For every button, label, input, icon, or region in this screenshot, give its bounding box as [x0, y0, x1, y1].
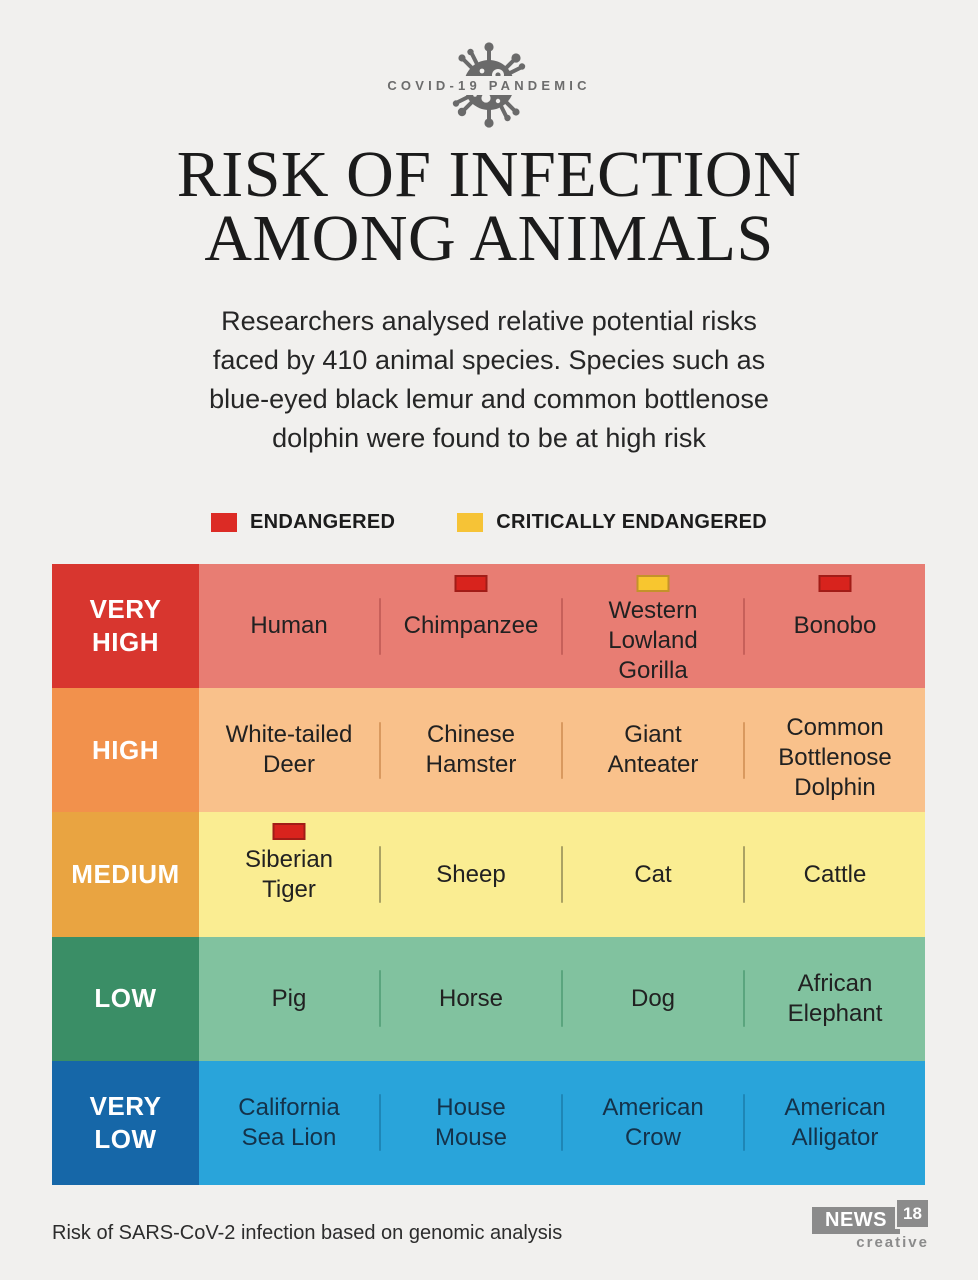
cell-divider [379, 1094, 381, 1152]
cell-divider [561, 846, 563, 903]
cell-divider [379, 970, 381, 1028]
intro-line: dolphin were found to be at high risk [272, 423, 706, 453]
animal-name: Human [250, 612, 328, 640]
animal-cell: Horse [381, 937, 561, 1061]
legend-item-endangered: ENDANGERED [210, 511, 396, 534]
animal-name: California Sea Lion [238, 1093, 340, 1151]
animal-name: Horse [438, 984, 504, 1012]
animal-name: White-tailed Deer [225, 721, 353, 779]
animal-cell: Sheep [381, 812, 561, 936]
cell-divider [743, 846, 745, 903]
animal-name: American Crow [602, 1093, 704, 1151]
animal-cell: Cattle [745, 812, 925, 936]
news18-logo-text: NEWS [825, 1209, 887, 1231]
legend-label: CRITICALLY ENDANGERED [496, 511, 768, 533]
cell-divider [379, 846, 381, 903]
animal-name: Dog [630, 984, 676, 1012]
legend-item-critically-endangered: CRITICALLY ENDANGERED [457, 511, 767, 534]
animal-name: Western Lowland Gorilla [608, 597, 698, 685]
animal-cell: Western Lowland Gorilla [563, 564, 743, 688]
risk-row-medium: MEDIUM Siberian Tiger Sheep Cat Cattle [52, 812, 925, 937]
animal-name: Bonobo [793, 612, 877, 640]
animal-cell: California Sea Lion [199, 1061, 379, 1185]
animal-cell: Dog [563, 937, 743, 1061]
intro-paragraph: Researchers analysed relative potential … [0, 302, 978, 458]
cell-divider [743, 597, 745, 655]
cell-divider [561, 1094, 563, 1152]
animal-name: American Alligator [784, 1093, 886, 1151]
risk-level-label: LOW [52, 936, 199, 1061]
cell-divider [743, 721, 745, 779]
animal-name: Cat [634, 860, 672, 888]
endangered-swatch-icon [210, 513, 237, 532]
animal-name: African Elephant [787, 969, 883, 1027]
cell-divider [379, 597, 381, 655]
cell-divider [379, 721, 381, 779]
animal-name: Sheep [436, 860, 506, 888]
intro-line: Researchers analysed relative potential … [221, 306, 757, 336]
page-title: RISK OF INFECTION AMONG ANIMALS [0, 138, 978, 275]
risk-level-label: VERY LOW [52, 1060, 199, 1186]
animal-name: Pig [271, 984, 307, 1012]
animal-name: Cattle [803, 860, 867, 888]
animal-cell: African Elephant [745, 937, 925, 1061]
risk-row-low: LOW Pig Horse Dog African Elephant [52, 936, 925, 1061]
page-title-line1: RISK OF INFECTION [176, 138, 802, 211]
animal-name: Chimpanzee [403, 612, 539, 640]
footnote: Risk of SARS-CoV-2 infection based on ge… [52, 1222, 563, 1244]
kicker-text: COVID-19 PANDEMIC [387, 78, 591, 93]
animal-cell: Giant Anteater [563, 688, 743, 812]
risk-row-high: HIGH White-tailed Deer Chinese Hamster G… [52, 688, 925, 813]
animal-cell: Pig [199, 937, 379, 1061]
critically-endangered-badge [636, 575, 670, 592]
animal-cell: Human [199, 564, 379, 688]
animal-name: Giant Anteater [607, 721, 699, 779]
animal-name: House Mouse [434, 1093, 508, 1151]
animal-cell: Chimpanzee [381, 564, 561, 688]
risk-table: VERY HIGH Human Chimpanzee Western Lowla… [52, 564, 925, 1186]
risk-row-very-high: VERY HIGH Human Chimpanzee Western Lowla… [52, 564, 925, 689]
cell-divider [561, 970, 563, 1028]
risk-row-very-low: VERY LOW California Sea Lion House Mouse… [52, 1060, 925, 1186]
cell-divider [743, 1094, 745, 1152]
endangered-badge [272, 823, 306, 841]
page-title-line2: AMONG ANIMALS [204, 202, 774, 275]
news18-logo-creative-text: creative [856, 1234, 929, 1251]
critically-endangered-swatch-icon [457, 513, 484, 532]
risk-level-label: HIGH [52, 688, 199, 813]
news18-creative-logo: NEWS 18 creative [812, 1200, 930, 1252]
animal-cell: Bonobo [745, 564, 925, 688]
kicker-band: COVID-19 PANDEMIC [324, 76, 654, 95]
animal-cell: American Alligator [745, 1061, 925, 1185]
animal-cell: Siberian Tiger [199, 812, 379, 936]
animal-name: Common Bottlenose Dolphin [778, 714, 892, 802]
animal-name: Siberian Tiger [244, 845, 334, 903]
header: COVID-19 PANDEMIC [0, 0, 978, 150]
cell-divider [561, 597, 563, 655]
animal-name: Chinese Hamster [425, 721, 517, 779]
animal-cell: Cat [563, 812, 743, 936]
risk-level-label: MEDIUM [52, 812, 199, 937]
animal-cell: Chinese Hamster [381, 688, 561, 812]
risk-level-label: VERY HIGH [52, 564, 199, 689]
intro-line: blue-eyed black lemur and common bottlen… [209, 384, 769, 414]
endangered-badge [818, 575, 852, 592]
animal-cell: White-tailed Deer [199, 688, 379, 812]
legend-label: ENDANGERED [249, 511, 396, 533]
news18-logo-number: 18 [903, 1203, 922, 1223]
endangered-badge [454, 575, 488, 592]
news18-logo-box: NEWS [812, 1207, 900, 1234]
animal-cell: American Crow [563, 1061, 743, 1185]
animal-cell: Common Bottlenose Dolphin [745, 688, 925, 812]
legend: ENDANGERED CRITICALLY ENDANGERED [0, 511, 978, 534]
cell-divider [561, 721, 563, 779]
cell-divider [743, 970, 745, 1028]
intro-line: faced by 410 animal species. Species suc… [212, 345, 766, 375]
animal-cell: House Mouse [381, 1061, 561, 1185]
news18-logo-18-badge: 18 [897, 1200, 928, 1227]
